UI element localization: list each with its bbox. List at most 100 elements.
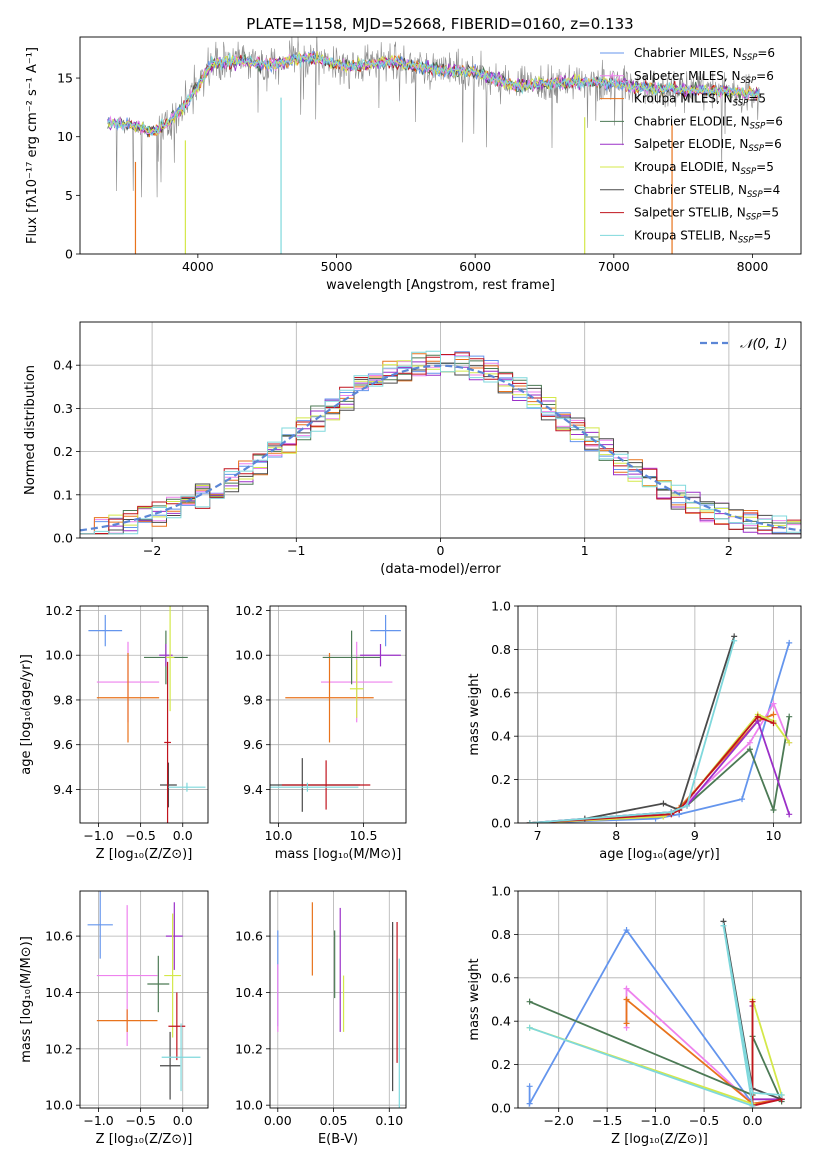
weight-marker: [786, 713, 793, 720]
error-bar-point: [281, 760, 371, 810]
y-tick-label: 9.8: [243, 692, 263, 707]
weight-marker: [778, 1091, 785, 1098]
error-bar-point: [165, 902, 183, 970]
histogram-steps: [80, 353, 801, 535]
weight-marker: [749, 1089, 756, 1096]
weight-marker: [623, 985, 630, 992]
error-bar-point: [160, 1031, 181, 1100]
weight-marker: [623, 927, 630, 934]
x-tick-label: 0.0: [743, 1113, 763, 1128]
plot-area: [107, 37, 760, 254]
weight-marker: [754, 713, 761, 720]
error-bar-point: [147, 955, 170, 1013]
y-tick-label: 10.2: [235, 603, 263, 618]
spectrum-legend: Chabrier MILES, NSSP=6 Salpeter MILES, NS…: [600, 46, 783, 245]
x-tick-label: 0.0: [173, 1113, 193, 1128]
weight-marker: [526, 998, 533, 1005]
legend-label: Salpeter MILES, NSSP=6: [634, 69, 774, 86]
x-axis-label: Z [log₁₀(Z/Z⊙)]: [96, 1132, 193, 1147]
weight-series-line: [529, 715, 774, 823]
y-axis-label: Normed distribution: [23, 365, 38, 495]
y-tick-label: 0.4: [53, 358, 73, 373]
x-tick-label: 0.00: [264, 1113, 292, 1128]
y-tick-label: 0.0: [491, 1101, 511, 1116]
y-tick-label: 0.8: [491, 642, 511, 657]
weight-marker: [770, 806, 777, 813]
weight-marker: [660, 800, 667, 807]
x-tick-label: 9: [691, 828, 699, 843]
plot-area: [526, 918, 785, 1108]
axes-border: [269, 605, 407, 824]
weight-marker: [623, 996, 630, 1003]
y-tick-label: 0.8: [491, 927, 511, 942]
weight-marker: [786, 739, 793, 746]
x-tick-label: 0.05: [320, 1113, 348, 1128]
axes-border: [79, 321, 802, 539]
plot-area: [88, 606, 206, 823]
y-tick-label: 9.4: [53, 782, 73, 797]
weight-marker: [786, 811, 793, 818]
x-tick-label: −2: [143, 543, 161, 558]
y-tick-label: 5: [65, 188, 73, 203]
weight-marker: [746, 746, 753, 753]
age-vs-metallicity-panel: −1.0 −0.5 0.0 9.4 9.6 9.8 10.0 10.2 Z [log₁₀(Z/Z…: [19, 603, 209, 862]
x-tick-label: 10: [766, 828, 782, 843]
y-tick-label: 1.0: [491, 599, 511, 614]
y-tick-label: 10.4: [45, 985, 73, 1000]
legend-label: Chabrier STELIB, NSSP=4: [634, 183, 780, 200]
error-bar-point: [96, 1009, 158, 1032]
plot-area: [270, 614, 401, 812]
x-tick-label: −0.5: [125, 828, 155, 843]
y-tick-label: 0.2: [491, 1057, 511, 1072]
legend-label: Salpeter ELODIE, NSSP=6: [634, 137, 782, 154]
x-tick-label: 8: [612, 828, 620, 843]
x-tick-label: −1.0: [83, 1113, 113, 1128]
x-tick-label: 10.0: [265, 828, 293, 843]
error-bar-point: [164, 913, 182, 1038]
axes-border: [79, 605, 209, 824]
weight-marker: [526, 820, 533, 823]
residuals-panel: −2 −1 0 1 2 0.0 0.1 0.2 0.3 0.4 (data-model)/error…: [23, 321, 802, 577]
weight-marker: [770, 700, 777, 707]
y-tick-label: 10.2: [45, 603, 73, 618]
weight-marker: [720, 922, 727, 929]
axis-frame: −2.0 −1.5 −1.0 −0.5 0.0 0.0 0.2 0.4 0.6 0.8 1.0 Z […: [467, 884, 802, 1147]
weight-marker: [739, 796, 746, 803]
mass-weight-vs-age-panel: 7 8 9 10 0.0 0.2 0.4 0.6 0.8 1.0 age [log₁₀(age/yr…: [467, 599, 802, 862]
axes-border: [269, 890, 407, 1109]
x-tick-label: −2.0: [544, 1113, 574, 1128]
axes-border: [517, 605, 802, 824]
y-tick-label: 0.0: [491, 816, 511, 831]
weight-marker: [786, 639, 793, 646]
plot-area: [526, 633, 793, 823]
error-bar-point: [161, 1023, 201, 1092]
legend-label: Chabrier ELODIE, NSSP=6: [634, 114, 783, 131]
mass-vs-extinction-panel: 0.00 0.05 0.10 10.0 10.2 10.4 10.6 E(B-V): [235, 890, 407, 1147]
x-axis-label: E(B-V): [318, 1132, 358, 1147]
y-tick-label: 0.1: [53, 487, 73, 502]
legend-label: Chabrier MILES, NSSP=6: [634, 46, 775, 63]
axes-border: [79, 890, 209, 1109]
x-tick-label: 6000: [459, 259, 491, 274]
error-bar-point: [96, 652, 160, 743]
x-tick-label: 0.10: [375, 1113, 403, 1128]
weight-series-line: [751, 1006, 782, 1101]
plot-area: [277, 902, 400, 1108]
axis-frame: 10.0 10.5 9.4 9.6 9.8 10.0 10.2 mass [log₁₀(M/M…: [235, 603, 407, 862]
y-tick-label: 0.3: [53, 401, 73, 416]
legend-label: 𝒩(0, 1): [740, 337, 787, 352]
mass-vs-metallicity-panel: −1.0 −0.5 0.0 10.0 10.2 10.4 10.6 Z [log₁₀(Z/Z⊙…: [19, 890, 209, 1147]
axis-frame: 7 8 9 10 0.0 0.2 0.4 0.6 0.8 1.0 age [log₁₀(age/yr…: [467, 599, 802, 862]
spectrum-panel: 4000 5000 6000 7000 8000 0 5 10 15 wavelength [An…: [25, 36, 802, 293]
axis-frame: −1.0 −0.5 0.0 10.0 10.2 10.4 10.6 Z [log₁₀(Z/Z⊙…: [19, 890, 209, 1147]
y-tick-label: 10: [57, 129, 73, 144]
axis-frame: −1.0 −0.5 0.0 9.4 9.6 9.8 10.0 10.2 Z [log₁₀(Z/Z…: [19, 603, 209, 862]
y-axis-label: age [log₁₀(age/yr)]: [19, 654, 34, 775]
axes-border: [517, 890, 802, 1109]
x-tick-label: 0.0: [173, 828, 193, 843]
error-bar-point: [270, 782, 359, 792]
y-tick-label: 0.0: [53, 531, 73, 546]
x-tick-label: 1: [581, 543, 589, 558]
x-tick-label: 5000: [321, 259, 353, 274]
